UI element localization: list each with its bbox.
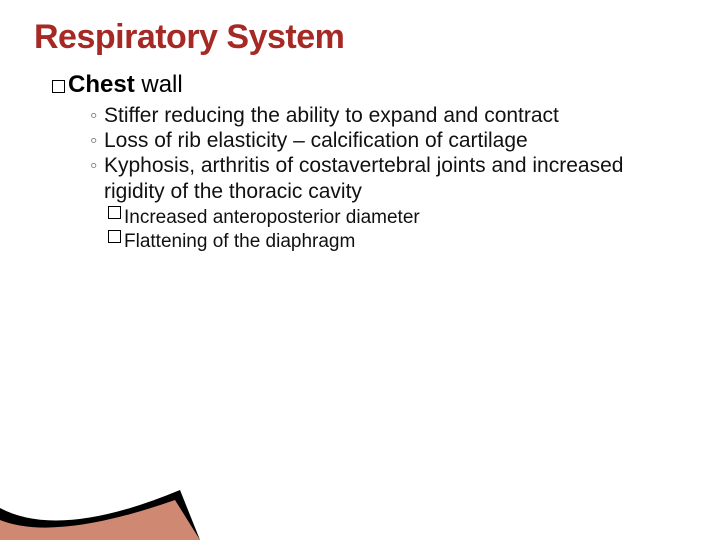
list-item: ◦ Loss of rib elasticity – calcification… <box>90 128 686 153</box>
list-item: Increased anteroposterior diameter <box>108 206 686 230</box>
heading-bold: Chest <box>68 71 135 98</box>
list-item-text: Flattening of the diaphragm <box>124 230 355 254</box>
slide: Respiratory System Chest wall ◦ Stiffer … <box>0 0 720 540</box>
bullet-list-level2: Increased anteroposterior diameter Flatt… <box>52 206 686 254</box>
list-item-text: Loss of rib elasticity – calcification o… <box>104 128 686 153</box>
list-item-text: Kyphosis, arthritis of costavertebral jo… <box>104 153 686 203</box>
bullet-marker-icon: ◦ <box>90 128 104 153</box>
list-item-text: Stiffer reducing the ability to expand a… <box>104 103 686 128</box>
checkbox-icon <box>52 80 65 93</box>
heading-block: Chest wall ◦ Stiffer reducing the abilit… <box>34 71 686 253</box>
list-item: ◦ Stiffer reducing the ability to expand… <box>90 103 686 128</box>
list-item-text: Increased anteroposterior diameter <box>124 206 420 230</box>
list-item: Flattening of the diaphragm <box>108 230 686 254</box>
heading-chest-wall: Chest wall <box>52 71 686 99</box>
checkbox-icon <box>108 206 121 219</box>
slide-title: Respiratory System <box>34 18 686 57</box>
bullet-marker-icon: ◦ <box>90 153 104 178</box>
bullet-marker-icon: ◦ <box>90 103 104 128</box>
checkbox-icon <box>108 230 121 243</box>
corner-swoosh-icon <box>0 480 200 540</box>
list-item: ◦ Kyphosis, arthritis of costavertebral … <box>90 153 686 203</box>
bullet-list-level1: ◦ Stiffer reducing the ability to expand… <box>52 103 686 204</box>
heading-rest: wall <box>135 71 183 98</box>
